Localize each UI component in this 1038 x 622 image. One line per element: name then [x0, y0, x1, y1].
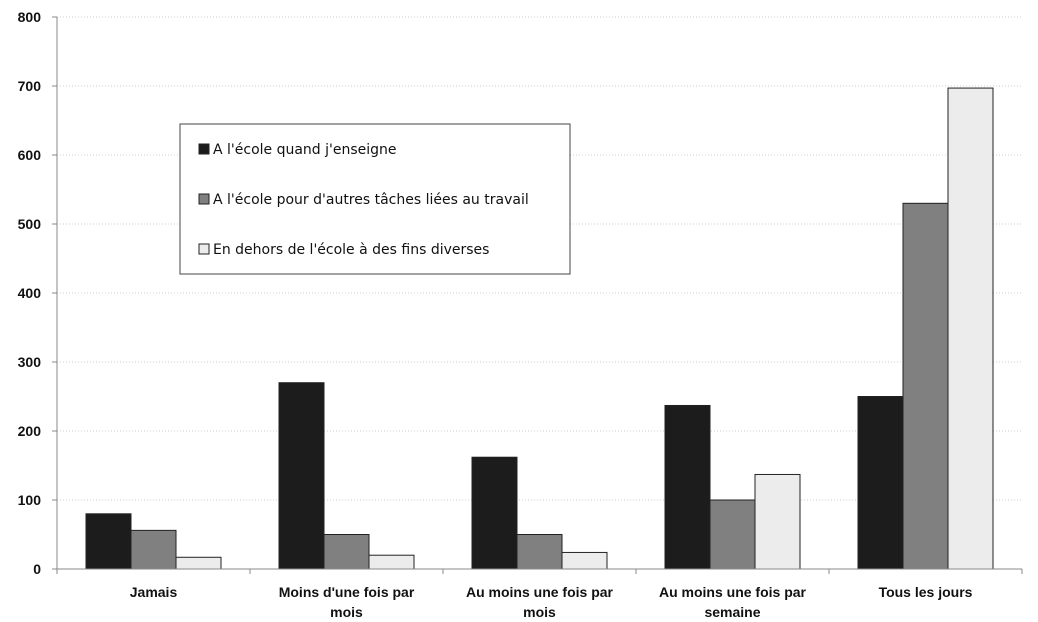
y-tick-label: 700 [18, 78, 42, 94]
y-tick-label: 400 [18, 285, 42, 301]
x-category-label-line: Moins d'une fois par [279, 584, 415, 600]
x-category-label-line: Tous les jours [879, 584, 973, 600]
bars [85, 87, 994, 570]
bar-series-2-cat-2 [561, 551, 608, 570]
bar-series-2-cat-1 [368, 554, 415, 570]
x-category-label-line: mois [330, 604, 363, 620]
x-category-label: Au moins une fois par semaine [659, 584, 807, 620]
y-tick-label: 600 [18, 147, 42, 163]
legend-entry-0: A l'école quand j'enseigne [198, 142, 397, 158]
bar-series-2-cat-3 [754, 473, 801, 570]
x-category-label-line: mois [523, 604, 556, 620]
y-tick-label: 500 [18, 216, 42, 232]
y-tick-label: 100 [18, 492, 42, 508]
bar-series-0-cat-0 [85, 513, 132, 570]
legend-box [179, 123, 571, 275]
bar-series-1-cat-4 [902, 202, 949, 570]
x-category-label-line: Au moins une fois par [466, 584, 614, 600]
legend-entry-1: A l'école pour d'autres tâches liées au … [198, 192, 529, 208]
y-tick-label: 300 [18, 354, 42, 370]
bar-series-2-cat-4 [947, 87, 994, 570]
legend-swatch-1 [198, 193, 210, 205]
bar-series-1-cat-1 [323, 534, 370, 570]
legend-entry-2: En dehors de l'école à des fins diverses [198, 242, 489, 258]
x-category-label-line: Au moins une fois par [659, 584, 807, 600]
y-tick-label: 200 [18, 423, 42, 439]
bar-series-1-cat-0 [130, 529, 177, 570]
x-category-label: Tous les jours [879, 584, 973, 600]
bar-series-0-cat-1 [278, 382, 325, 570]
legend-label-0: A l'école quand j'enseigne [213, 142, 397, 158]
legend-label-1: A l'école pour d'autres tâches liées au … [213, 192, 529, 208]
bar-series-0-cat-3 [664, 404, 711, 570]
x-category-label: Moins d'une fois par mois [279, 584, 415, 620]
bar-series-0-cat-4 [857, 396, 904, 570]
y-axis-ticks: 0 100 200 300 400 500 600 700 800 [18, 9, 42, 577]
x-category-label: Au moins une fois par mois [466, 584, 614, 620]
bar-series-1-cat-2 [516, 534, 563, 570]
axes [52, 16, 1023, 574]
y-tick-label: 800 [18, 9, 42, 25]
bar-series-1-cat-3 [709, 499, 756, 570]
bar-series-2-cat-0 [175, 556, 222, 570]
x-category-label: Jamais [130, 584, 178, 600]
bar-series-0-cat-2 [471, 456, 518, 570]
legend: A l'école quand j'enseigne A l'école pou… [179, 123, 571, 275]
y-tick-label: 0 [33, 561, 41, 577]
x-category-label-line: Jamais [130, 584, 178, 600]
legend-swatch-2 [198, 243, 210, 255]
x-category-label-line: semaine [704, 604, 760, 620]
legend-label-2: En dehors de l'école à des fins diverses [213, 242, 489, 258]
legend-swatch-0 [198, 143, 210, 155]
